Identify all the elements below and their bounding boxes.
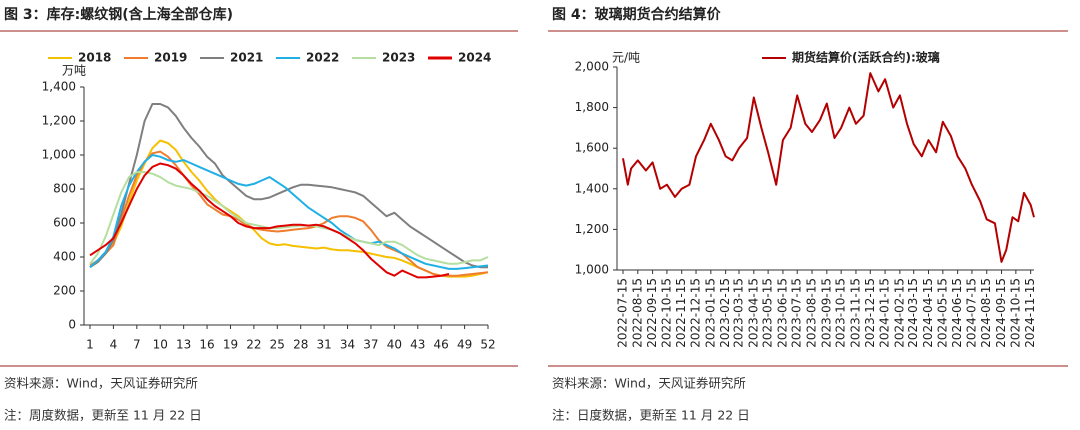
chart-title: 图 3：库存:螺纹钢(含上海全部仓库) — [4, 6, 233, 23]
x-tick-label: 2023-11-15 — [848, 278, 862, 348]
y-unit: 万吨 — [62, 64, 86, 78]
x-tick-label: 37 — [363, 338, 378, 352]
y-tick-label: 1,400 — [42, 80, 76, 94]
x-tick-label: 2023-06-15 — [775, 278, 789, 348]
x-tick-label: 2022-07-15 — [616, 278, 630, 348]
series-line — [89, 103, 488, 269]
note: 注：周度数据，更新至 11 月 22 日 — [4, 408, 202, 423]
x-tick-label: 25 — [270, 338, 285, 352]
y-unit: 元/吨 — [612, 51, 640, 65]
y-tick-label: 1,400 — [575, 181, 609, 195]
x-tick-label: 2022-11-15 — [674, 278, 688, 348]
y-tick-label: 0 — [68, 318, 76, 332]
x-tick-label: 28 — [293, 338, 308, 352]
x-tick-label: 46 — [434, 338, 449, 352]
legend-label: 2018 — [78, 51, 111, 65]
x-tick-label: 34 — [340, 338, 355, 352]
x-tick-label: 40 — [387, 338, 402, 352]
note: 注：日度数据，更新至 11 月 22 日 — [552, 408, 750, 423]
x-tick-label: 2024-04-15 — [921, 278, 935, 348]
legend-label: 2024 — [458, 51, 491, 65]
x-tick-label: 2024-11-15 — [1023, 278, 1037, 348]
y-tick-label: 400 — [53, 250, 76, 264]
y-tick-label: 1,800 — [575, 100, 609, 114]
series-line — [89, 139, 489, 278]
x-tick-label: 2023-10-15 — [834, 278, 848, 348]
y-tick-label: 2,000 — [575, 60, 609, 74]
x-tick-label: 16 — [199, 338, 214, 352]
x-tick-label: 1 — [86, 338, 94, 352]
y-tick-label: 1,000 — [42, 148, 76, 162]
x-tick-label: 19 — [223, 338, 238, 352]
x-tick-label: 43 — [410, 338, 425, 352]
x-tick-label: 2024-06-15 — [950, 278, 964, 348]
x-tick-label: 2024-05-15 — [935, 278, 949, 348]
x-tick-label: 2024-01-15 — [878, 278, 892, 348]
x-tick-label: 2024-10-15 — [1008, 278, 1022, 348]
series-line — [622, 72, 1035, 263]
y-tick-label: 1,200 — [42, 114, 76, 128]
x-tick-label: 2023-07-15 — [790, 278, 804, 348]
y-tick-label: 200 — [53, 284, 76, 298]
series-line — [89, 150, 489, 277]
x-tick-label: 49 — [457, 338, 472, 352]
x-tick-label: 2022-09-15 — [645, 278, 659, 348]
legend-label: 2022 — [306, 51, 339, 65]
legend-label: 2023 — [382, 51, 415, 65]
x-tick-label: 7 — [133, 338, 141, 352]
x-tick-label: 2022-12-15 — [689, 278, 703, 348]
x-tick-label: 2023-12-15 — [863, 278, 877, 348]
y-tick-label: 800 — [53, 182, 76, 196]
x-tick-label: 2023-09-15 — [819, 278, 833, 348]
y-tick-label: 1,200 — [575, 222, 609, 236]
legend-label: 期货结算价(活跃合约):玻璃 — [792, 50, 940, 65]
source: 资料来源：Wind，天风证券研究所 — [4, 376, 198, 391]
x-tick-label: 10 — [153, 338, 168, 352]
x-tick-label: 22 — [246, 338, 261, 352]
x-tick-label: 52 — [480, 338, 495, 352]
x-tick-label: 2024-09-15 — [994, 278, 1008, 348]
x-tick-label: 2023-01-15 — [703, 278, 717, 348]
series-line — [89, 154, 489, 270]
x-tick-label: 2024-08-15 — [979, 278, 993, 348]
x-tick-label: 2023-04-15 — [746, 278, 760, 348]
x-tick-label: 2023-08-15 — [805, 278, 819, 348]
x-tick-label: 4 — [110, 338, 118, 352]
y-tick-label: 600 — [53, 216, 76, 230]
x-tick-label: 2023-03-15 — [731, 278, 745, 348]
y-tick-label: 1,000 — [575, 263, 609, 277]
x-tick-label: 2024-03-15 — [906, 278, 920, 348]
x-tick-label: 2023-05-15 — [761, 278, 775, 348]
series-line — [89, 171, 489, 265]
x-tick-label: 31 — [316, 338, 331, 352]
x-tick-label: 2022-10-15 — [659, 278, 673, 348]
x-tick-label: 2023-02-15 — [718, 278, 732, 348]
x-tick-label: 13 — [176, 338, 191, 352]
x-tick-label: 2022-08-15 — [630, 278, 644, 348]
legend-label: 2021 — [230, 51, 263, 65]
x-tick-label: 2024-02-15 — [892, 278, 906, 348]
legend-label: 2019 — [154, 51, 187, 65]
x-tick-label: 2024-07-15 — [964, 278, 978, 348]
chart-title: 图 4：玻璃期货合约结算价 — [552, 6, 722, 23]
source: 资料来源：Wind，天风证券研究所 — [552, 376, 746, 391]
y-tick-label: 1,600 — [575, 141, 609, 155]
series-line — [89, 162, 450, 279]
